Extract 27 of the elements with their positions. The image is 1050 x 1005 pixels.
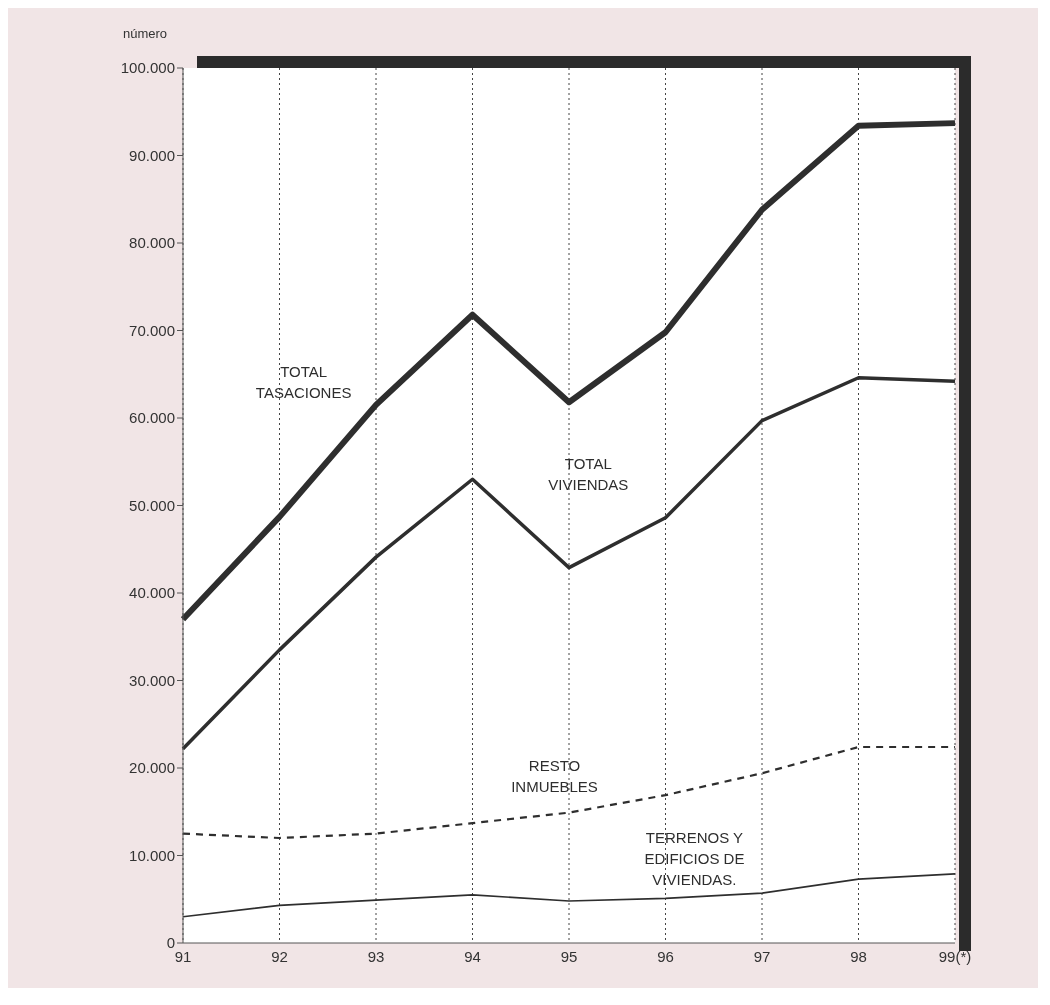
y-tick-label: 80.000 bbox=[129, 234, 175, 252]
line-series bbox=[181, 376, 957, 751]
x-tick-label: 95 bbox=[560, 947, 578, 965]
y-tick-label: 40.000 bbox=[129, 584, 175, 602]
x-tick-label: 96 bbox=[657, 947, 674, 965]
y-tick-label: 20.000 bbox=[129, 759, 175, 777]
y-tick-label: 70.000 bbox=[129, 321, 175, 339]
x-tick-label: 97 bbox=[753, 947, 771, 965]
series-label: RESTO INMUEBLES bbox=[510, 755, 599, 797]
line-series bbox=[182, 873, 956, 918]
y-tick-label: 50.000 bbox=[129, 496, 175, 514]
x-tick-label: 98 bbox=[850, 947, 867, 965]
y-tick-label: 60.000 bbox=[129, 409, 175, 427]
y-tick-label: 30.000 bbox=[129, 671, 175, 689]
series-label: TERRENOS Y EDIFICIOS DE VIVIENDAS. bbox=[643, 827, 746, 890]
series-label: TOTAL TASACIONES bbox=[254, 362, 353, 404]
x-tick-label: 99(*) bbox=[938, 947, 972, 965]
x-tick-label: 91 bbox=[174, 947, 192, 965]
y-tick-label: 0 bbox=[166, 934, 175, 952]
x-tick-label: 93 bbox=[367, 947, 385, 965]
x-tick-label: 92 bbox=[271, 947, 288, 965]
y-axis-title: número bbox=[123, 26, 168, 41]
y-tick-label: 90.000 bbox=[129, 146, 175, 164]
x-tick-label: 94 bbox=[464, 947, 481, 965]
y-tick-label: 10.000 bbox=[129, 846, 175, 864]
y-tick-label: 100.000 bbox=[120, 59, 175, 77]
text: TOTAL VIVIENDAS bbox=[547, 454, 630, 495]
